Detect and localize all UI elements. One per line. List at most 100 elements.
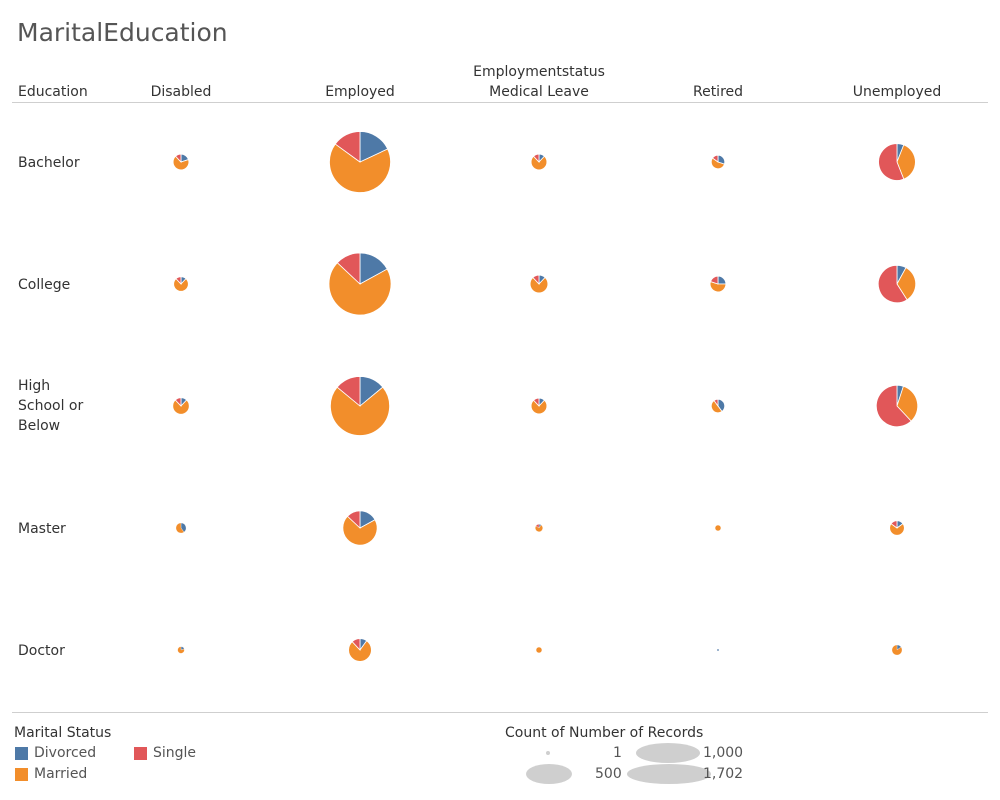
pie-college-employed[interactable] bbox=[328, 252, 392, 316]
slice-married[interactable] bbox=[172, 399, 190, 415]
slice-married[interactable] bbox=[535, 646, 543, 654]
slice-single[interactable] bbox=[712, 154, 719, 163]
slice-single[interactable] bbox=[174, 397, 182, 408]
married-swatch bbox=[15, 767, 28, 781]
pie-doctor-retired[interactable] bbox=[716, 648, 720, 652]
size-legend-label-1: 1 bbox=[613, 745, 622, 761]
slice-single[interactable] bbox=[890, 520, 898, 529]
slice-married[interactable] bbox=[710, 157, 725, 170]
legend-label-single: Single bbox=[153, 745, 197, 761]
column-header-medical-leave[interactable]: Medical Leave bbox=[489, 84, 589, 100]
slice-married[interactable] bbox=[175, 522, 185, 534]
pie-bachelor-medical-leave[interactable] bbox=[530, 153, 548, 171]
pie-master-disabled[interactable] bbox=[175, 522, 187, 534]
slice-single[interactable] bbox=[533, 153, 540, 164]
pie-high-school-or-below-retired[interactable] bbox=[710, 398, 726, 414]
pie-college-unemployed[interactable] bbox=[877, 264, 917, 304]
size-legend-label-1000: 1,000 bbox=[703, 745, 744, 761]
size-legend-label-500: 500 bbox=[595, 766, 622, 782]
slice-married[interactable] bbox=[896, 267, 917, 301]
slice-single[interactable] bbox=[713, 398, 719, 408]
slice-single[interactable] bbox=[336, 252, 361, 285]
pie-master-medical-leave[interactable] bbox=[535, 524, 543, 532]
legend-label-divorced: Divorced bbox=[34, 745, 97, 761]
pie-high-school-or-below-medical-leave[interactable] bbox=[530, 397, 548, 415]
slice-married[interactable] bbox=[891, 644, 903, 656]
slice-single[interactable] bbox=[175, 153, 182, 164]
color-legend-title: Marital Status bbox=[14, 725, 112, 741]
legend-item-divorced[interactable]: Divorced bbox=[15, 745, 96, 761]
pie-master-retired[interactable] bbox=[714, 524, 722, 532]
slice-single[interactable] bbox=[175, 276, 182, 286]
divorced-swatch bbox=[15, 746, 28, 760]
column-group-header: Employmentstatus bbox=[473, 64, 605, 80]
legend-item-single[interactable]: Single bbox=[134, 745, 196, 761]
slice-married[interactable] bbox=[889, 523, 905, 536]
slice-married[interactable] bbox=[330, 386, 390, 436]
slice-single[interactable] bbox=[710, 275, 719, 285]
slice-single[interactable] bbox=[878, 143, 905, 181]
size-legend-mark-1000 bbox=[636, 743, 700, 763]
slice-single[interactable] bbox=[533, 397, 540, 408]
pie-high-school-or-below-employed[interactable] bbox=[330, 376, 390, 436]
size-legend-label-1702: 1,702 bbox=[703, 766, 744, 782]
pie-bachelor-retired[interactable] bbox=[710, 154, 726, 170]
column-header-retired[interactable]: Retired bbox=[692, 84, 744, 100]
row-label-bachelor[interactable]: Bachelor bbox=[18, 155, 80, 171]
pie-college-retired[interactable] bbox=[709, 275, 727, 293]
column-header-employed[interactable]: Employed bbox=[325, 84, 395, 100]
pie-bachelor-employed[interactable] bbox=[329, 131, 391, 193]
slice-single[interactable] bbox=[877, 264, 908, 304]
size-legend-mark-500 bbox=[526, 764, 572, 784]
slice-married[interactable] bbox=[328, 262, 392, 316]
pie-bachelor-unemployed[interactable] bbox=[878, 143, 916, 181]
size-legend-mark-1702 bbox=[627, 764, 711, 784]
row-label-high-school[interactable]: High School or Below bbox=[18, 378, 84, 434]
pie-high-school-or-below-disabled[interactable] bbox=[172, 397, 190, 415]
slice-single[interactable] bbox=[346, 510, 361, 529]
legend-label-married: Married bbox=[34, 766, 88, 782]
pie-doctor-unemployed[interactable] bbox=[891, 644, 903, 656]
pie-high-school-or-below-unemployed[interactable] bbox=[875, 384, 919, 428]
row-header: Education bbox=[18, 84, 88, 100]
slice-divorced[interactable] bbox=[716, 648, 720, 652]
slice-single[interactable] bbox=[334, 131, 361, 163]
row-label-master[interactable]: Master bbox=[18, 521, 66, 537]
pie-doctor-employed[interactable] bbox=[348, 638, 372, 662]
slice-married[interactable] bbox=[173, 278, 189, 292]
slice-married[interactable] bbox=[342, 515, 378, 546]
pie-master-employed[interactable] bbox=[342, 510, 378, 546]
slice-married[interactable] bbox=[177, 646, 185, 654]
slice-married[interactable] bbox=[530, 399, 548, 415]
slice-married[interactable] bbox=[529, 276, 549, 294]
slice-single[interactable] bbox=[532, 274, 540, 286]
slice-married[interactable] bbox=[535, 524, 543, 532]
pie-doctor-medical-leave[interactable] bbox=[535, 646, 543, 654]
column-header-disabled[interactable]: Disabled bbox=[150, 84, 212, 100]
pie-college-medical-leave[interactable] bbox=[529, 274, 549, 294]
slice-married[interactable] bbox=[530, 155, 548, 171]
slice-married[interactable] bbox=[714, 524, 722, 532]
slice-single[interactable] bbox=[875, 384, 912, 428]
slice-married[interactable] bbox=[329, 143, 391, 193]
size-legend-title: Count of Number of Records bbox=[505, 725, 704, 741]
slice-married[interactable] bbox=[709, 281, 727, 293]
chart-title: MaritalEducation bbox=[17, 18, 228, 47]
slice-married[interactable] bbox=[896, 385, 919, 422]
slice-married[interactable] bbox=[710, 399, 723, 414]
pie-master-unemployed[interactable] bbox=[889, 520, 905, 536]
row-label-doctor[interactable]: Doctor bbox=[18, 643, 65, 659]
slice-married[interactable] bbox=[172, 155, 190, 171]
slice-single[interactable] bbox=[535, 524, 540, 529]
pie-college-disabled[interactable] bbox=[173, 276, 189, 292]
slice-married[interactable] bbox=[348, 640, 372, 662]
pie-doctor-disabled[interactable] bbox=[177, 646, 185, 654]
row-label-college[interactable]: College bbox=[18, 277, 71, 293]
slice-single[interactable] bbox=[351, 638, 361, 652]
column-header-unemployed[interactable]: Unemployed bbox=[852, 84, 942, 100]
slice-married[interactable] bbox=[896, 144, 916, 180]
slice-divorced[interactable] bbox=[717, 275, 727, 285]
legend-item-married[interactable]: Married bbox=[15, 766, 87, 782]
pie-bachelor-disabled[interactable] bbox=[172, 153, 190, 171]
slice-single[interactable] bbox=[336, 376, 361, 407]
